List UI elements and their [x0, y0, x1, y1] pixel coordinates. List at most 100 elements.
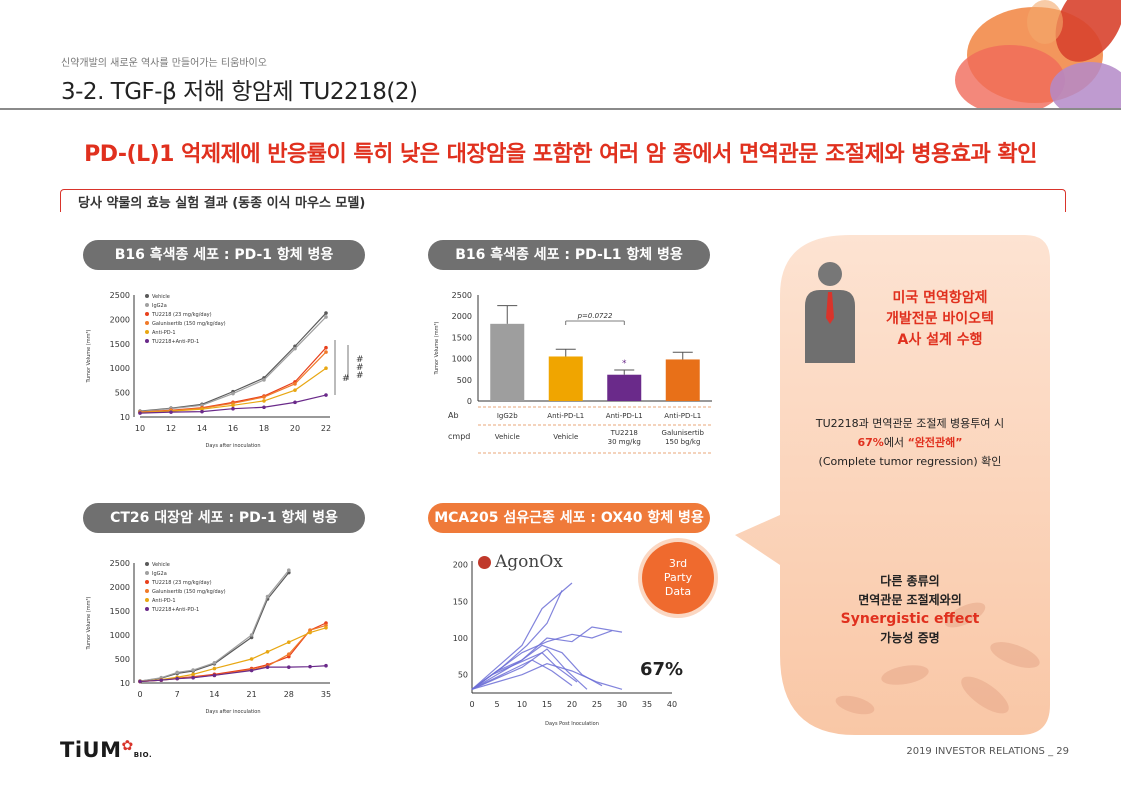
data-point [175, 670, 179, 675]
data-point [287, 640, 291, 644]
legend-marker [145, 607, 149, 611]
data-point [324, 393, 328, 397]
legend-marker [145, 330, 149, 334]
section-frame [60, 189, 1066, 212]
y-tick-label: 1500 [452, 333, 472, 342]
x-axis-label: Days Post Inoculation [545, 721, 599, 727]
legend-marker [145, 598, 149, 602]
data-point [324, 626, 328, 630]
legend-marker [145, 339, 149, 343]
significance-mark: # [356, 363, 364, 373]
y-tick-label: 1000 [452, 355, 472, 364]
legend-entry: TU2218+Anti-PD-1 [151, 339, 199, 345]
y-axis-label: Tumor Volume (mm³) [86, 597, 92, 651]
significance-mark: # [342, 374, 350, 384]
data-point [212, 666, 217, 671]
x-tick-label: 0 [137, 690, 142, 699]
data-point [138, 679, 142, 684]
data-point [159, 678, 164, 682]
data-point [324, 345, 328, 350]
data-point [324, 366, 328, 370]
data-point [287, 665, 291, 669]
x-tick-label: 40 [667, 700, 677, 709]
data-point [287, 652, 291, 656]
ab-label: Anti-PD-L1 [664, 412, 701, 420]
data-point [191, 668, 195, 672]
x-tick-label: 35 [642, 700, 652, 709]
third-party-badge-text: 3rd Party Data [663, 557, 693, 598]
series-line [471, 626, 623, 690]
panel-title-ct26-pd1: CT26 대장암 세포 : PD-1 항체 병용 [83, 503, 365, 533]
y-tick-label: 1500 [110, 607, 130, 616]
page-footer: 2019 INVESTOR RELATIONS _ 29 [906, 746, 1069, 757]
headline: PD-(L)1 억제제에 반응률이 특히 낮은 대장암을 포함한 여러 암 종에… [84, 142, 1037, 167]
legend-marker [145, 303, 149, 307]
series-line [139, 569, 290, 682]
significance-mark: # [356, 371, 364, 381]
data-point [324, 663, 328, 668]
data-point [191, 672, 195, 677]
panel-title-b16-pd1: B16 흑색종 세포 : PD-1 항체 병용 [83, 240, 365, 270]
company-tagline: 신약개발의 새로운 역사를 만들어가는 티움바이오 [61, 58, 267, 69]
y-tick-label: 2000 [452, 312, 472, 321]
x-tick-label: 0 [469, 700, 474, 709]
data-point [249, 668, 254, 673]
page-title: 3-2. TGF-β 저해 항암제 TU2218(2) [61, 79, 418, 105]
legend-marker [145, 294, 149, 298]
y-tick-label: 150 [453, 597, 468, 606]
agonox-logo: AgonOx [478, 552, 563, 572]
x-tick-label: 30 [617, 700, 627, 709]
x-tick-label: 12 [166, 424, 176, 433]
row-label: Ab [448, 411, 459, 420]
data-point [293, 382, 297, 386]
y-tick-label: 2500 [110, 291, 130, 300]
x-axis-label: Days after inoculation [205, 709, 260, 715]
legend-marker [145, 562, 149, 566]
legend-entry: TU2218 (23 mg/kg/day) [151, 312, 212, 318]
series-line [471, 590, 563, 690]
legend-entry: Vehicle [152, 562, 170, 568]
y-tick-label: 500 [115, 655, 130, 664]
y-tick-label: 10 [120, 679, 130, 688]
section-label: 당사 약물의 효능 실험 결과 (동종 이식 마우스 모델) [74, 192, 370, 211]
legend-marker [145, 589, 149, 593]
data-point [175, 676, 179, 681]
x-tick-label: 20 [567, 700, 577, 709]
data-point [138, 411, 142, 415]
chart-b16-pdl1: 0 500 1000 1500 2000 2500 Tumor Volume (mm³) Ig… [434, 291, 712, 454]
person-silhouette-icon [805, 262, 855, 363]
bar [548, 356, 583, 401]
legend-marker [145, 571, 149, 575]
y-tick-label: 10 [120, 413, 130, 422]
legend-marker [145, 321, 149, 325]
legend-marker [145, 580, 149, 584]
data-point [324, 350, 328, 354]
x-tick-label: 10 [517, 700, 527, 709]
cmpd-label: TU2218 [610, 429, 638, 437]
y-tick-label: 1000 [110, 631, 130, 640]
x-tick-label: 14 [197, 424, 207, 433]
significance-star: * [622, 359, 627, 369]
x-tick-label: 22 [321, 424, 331, 433]
series-line [471, 659, 573, 690]
x-tick-label: 18 [259, 424, 269, 433]
y-tick-label: 2500 [452, 291, 472, 300]
y-tick-label: 0 [467, 397, 472, 406]
x-tick-label: 7 [175, 690, 180, 699]
response-rate: 67% [640, 659, 684, 680]
data-point [293, 400, 297, 405]
data-point [293, 388, 297, 392]
data-point [262, 395, 266, 399]
panel-title-mca205-ox40: MCA205 섬유근종 세포 : OX40 항체 병용 [428, 503, 710, 533]
x-tick-label: 16 [228, 424, 238, 433]
data-point [287, 568, 291, 572]
cmpd-label: Galunisertib [662, 429, 705, 437]
x-tick-label: 21 [247, 690, 257, 699]
y-tick-label: 2500 [110, 559, 130, 568]
legend-entry: Vehicle [152, 294, 170, 300]
data-point [324, 311, 328, 315]
data-point [308, 664, 312, 669]
decorative-petals [955, 0, 1121, 110]
legend-entry: Galunisertib (150 mg/kg/day) [152, 589, 226, 595]
bar [607, 374, 642, 401]
